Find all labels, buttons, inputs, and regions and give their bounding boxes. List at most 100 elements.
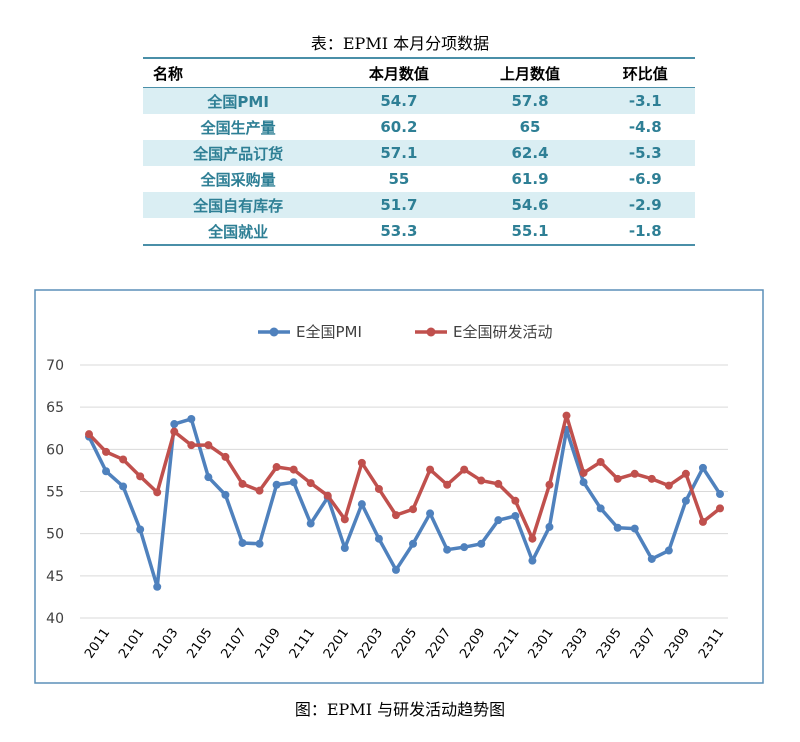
data-marker: [613, 523, 622, 532]
legend-marker: [269, 327, 279, 337]
data-marker: [443, 545, 452, 554]
data-marker: [306, 519, 315, 528]
data-marker: [187, 414, 196, 423]
data-marker: [460, 543, 469, 552]
data-marker: [494, 479, 503, 488]
data-marker: [426, 509, 435, 518]
data-marker: [716, 490, 724, 499]
header-cell: 本月数值: [333, 57, 465, 88]
table-cell: -4.8: [628, 118, 662, 136]
figure-caption: 图：EPMI 与研发活动趋势图: [294, 700, 506, 719]
table-cell: 54.7: [333, 87, 465, 114]
table-cell: -3.1: [595, 87, 695, 114]
data-marker: [289, 478, 298, 487]
data-marker: [664, 546, 673, 555]
header-cell: 名称: [143, 57, 334, 88]
table-cell: 62.4: [464, 140, 596, 166]
data-marker: [613, 474, 622, 483]
data-marker: [204, 473, 213, 482]
table-cell: 57.8: [464, 87, 596, 114]
legend-label: E全国PMI: [296, 323, 362, 341]
table-cell: 55: [388, 170, 410, 188]
table-row: 全国采购量 55 61.9 -6.9: [143, 166, 695, 192]
data-marker: [187, 441, 196, 450]
data-marker: [340, 544, 349, 553]
table-cell: 51.7: [333, 192, 465, 218]
table-cell: 全国PMI: [143, 87, 334, 114]
data-marker: [630, 469, 639, 478]
table-title: 表：EPMI 本月分项数据: [310, 34, 490, 53]
y-tick-label: 60: [46, 442, 64, 458]
data-marker: [596, 504, 605, 513]
table-cell: 全国就业: [143, 218, 334, 246]
data-marker: [494, 516, 503, 525]
table-cell: 60.2: [380, 118, 418, 136]
data-marker: [716, 504, 724, 513]
table-row: 全国自有库存 51.7 54.6 -2.9: [143, 192, 695, 218]
table-cell: 全国产品订货: [143, 140, 334, 166]
data-marker: [579, 468, 588, 477]
data-marker: [323, 491, 332, 500]
data-marker: [340, 515, 349, 524]
data-marker: [357, 500, 366, 509]
data-marker: [272, 463, 281, 472]
data-marker: [409, 505, 418, 514]
y-tick-label: 45: [46, 569, 64, 585]
table-row: 全国PMI 54.7 57.8 -3.1: [143, 87, 695, 114]
table-cell: 61.9: [511, 170, 549, 188]
legend-label: E全国研发活动: [453, 323, 552, 341]
table-row: 全国产品订货 57.1 62.4 -5.3: [143, 140, 695, 166]
data-marker: [255, 486, 264, 495]
data-marker: [596, 457, 605, 466]
data-marker: [238, 538, 247, 547]
data-marker: [460, 465, 469, 474]
data-marker: [119, 455, 128, 464]
data-marker: [511, 496, 520, 505]
table-cell: 54.6: [464, 192, 596, 218]
table-cell: 53.3: [333, 218, 465, 246]
data-marker: [698, 463, 707, 472]
data-table: 名称 本月数值 上月数值 环比值 全国PMI 54.7 57.8 -3.1 全国生产量 60.2 6…: [143, 57, 695, 246]
data-marker: [443, 480, 452, 489]
y-tick-label: 50: [46, 527, 64, 543]
data-marker: [477, 476, 486, 485]
data-marker: [562, 411, 571, 420]
table-cell: 57.1: [333, 140, 465, 166]
data-marker: [391, 565, 400, 574]
data-marker: [647, 474, 656, 483]
data-marker: [664, 481, 673, 490]
data-line: [87, 417, 722, 589]
data-marker: [545, 522, 554, 531]
table-cell: 全国采购量: [200, 170, 276, 189]
y-tick-label: 70: [46, 358, 64, 374]
data-marker: [528, 534, 537, 543]
data-marker: [409, 539, 418, 548]
chart-frame: [34, 289, 764, 684]
y-tick-label: 65: [46, 400, 64, 416]
data-marker: [647, 554, 656, 563]
data-marker: [153, 582, 162, 591]
data-marker: [681, 469, 690, 478]
data-marker: [374, 534, 383, 543]
table-cell: 全国生产量: [200, 118, 276, 137]
data-marker: [221, 490, 230, 499]
table-cell: -5.3: [595, 140, 695, 166]
data-marker: [681, 496, 690, 505]
data-marker: [391, 511, 400, 520]
table-cell: 65: [519, 118, 541, 136]
data-marker: [272, 480, 281, 489]
table-row: 全国生产量 60.2 65 -4.8: [143, 114, 695, 140]
data-marker: [357, 458, 366, 467]
data-marker: [85, 430, 93, 439]
data-marker: [153, 488, 162, 497]
header-cell: 上月数值: [464, 57, 596, 88]
y-tick-label: 55: [46, 485, 64, 501]
table-row: 全国就业 53.3 55.1 -1.8: [143, 218, 695, 246]
data-marker: [204, 441, 213, 450]
table-cell: -1.8: [595, 218, 695, 246]
data-marker: [306, 479, 315, 488]
data-marker: [511, 511, 520, 520]
data-marker: [374, 484, 383, 493]
data-marker: [136, 525, 145, 534]
data-marker: [289, 465, 298, 474]
